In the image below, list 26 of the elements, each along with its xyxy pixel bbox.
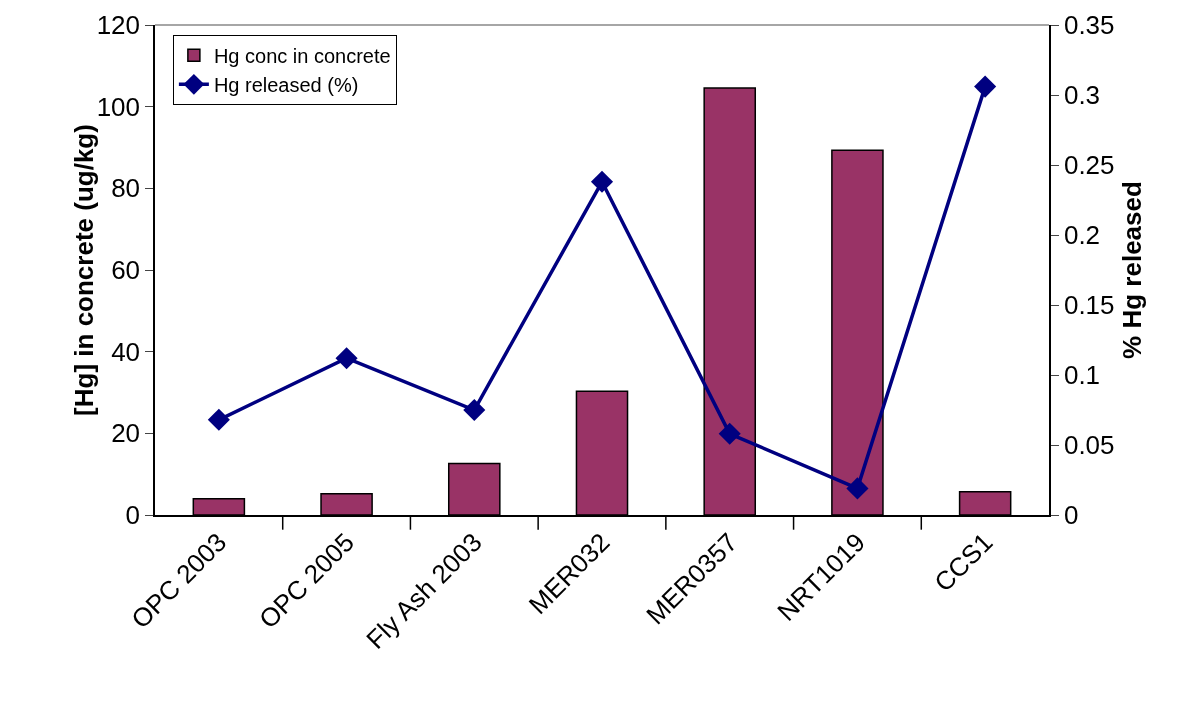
point bbox=[974, 75, 997, 98]
point bbox=[718, 422, 741, 445]
y-tick-label: 40 bbox=[111, 336, 141, 367]
y-axis-title: [Hg] in concrete (ug/kg) bbox=[68, 124, 99, 416]
y-tick-label: 80 bbox=[111, 173, 141, 204]
point bbox=[207, 408, 230, 431]
y2-tick-label: 0.25 bbox=[1063, 150, 1115, 181]
point bbox=[590, 170, 614, 193]
y-tick-label: 120 bbox=[96, 10, 141, 41]
y-tick-label: 0 bbox=[125, 500, 141, 531]
y2-tick-label: 0.15 bbox=[1063, 290, 1115, 321]
y-tick-label: 100 bbox=[96, 91, 141, 122]
y2-axis-title: % Hg released bbox=[1116, 181, 1147, 359]
y2-tick-label: 0.3 bbox=[1063, 80, 1101, 111]
point bbox=[846, 477, 869, 500]
y-tick-label: 20 bbox=[111, 418, 141, 449]
y2-tick-label: 0.05 bbox=[1063, 430, 1115, 461]
y2-tick-label: 0 bbox=[1063, 500, 1079, 531]
legend-label: Hg conc in concrete bbox=[213, 45, 391, 68]
point bbox=[335, 347, 358, 370]
y-tick-label: 60 bbox=[111, 255, 141, 286]
y2-tick-label: 0.2 bbox=[1063, 220, 1101, 251]
y2-tick-label: 0.1 bbox=[1063, 360, 1101, 391]
legend-label: Hg released (%) bbox=[213, 74, 359, 97]
point bbox=[463, 398, 486, 422]
y2-tick-label: 0.35 bbox=[1063, 10, 1115, 41]
